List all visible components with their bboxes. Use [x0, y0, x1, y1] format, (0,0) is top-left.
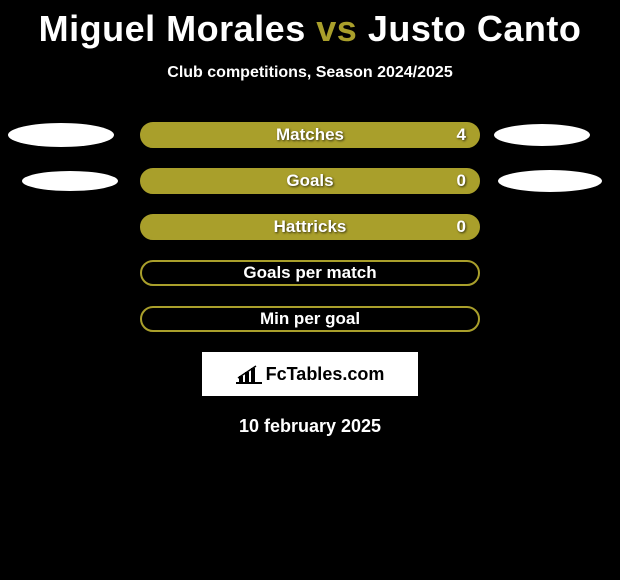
player1-name: Miguel Morales [39, 8, 306, 49]
right-ellipse [498, 170, 602, 192]
stat-label: Hattricks [142, 217, 478, 237]
left-ellipse [8, 123, 114, 147]
comparison-title: Miguel Morales vs Justo Canto [0, 0, 620, 50]
left-ellipse [22, 171, 118, 191]
bar-chart-icon [236, 364, 262, 384]
date-text: 10 february 2025 [0, 416, 620, 437]
logo-text: FcTables.com [266, 364, 385, 385]
player2-name: Justo Canto [368, 8, 582, 49]
stat-bar: Goals per match [140, 260, 480, 286]
subtitle-text: Club competitions, Season 2024/2025 [0, 64, 620, 82]
vs-connector: vs [316, 8, 357, 49]
right-ellipse [494, 124, 590, 146]
stat-row: Hattricks0 [0, 214, 620, 240]
stat-rows-container: Matches4Goals0Hattricks0Goals per matchM… [0, 122, 620, 332]
stat-label: Matches [142, 125, 478, 145]
stat-row: Goals per match [0, 260, 620, 286]
stat-bar: Hattricks0 [140, 214, 480, 240]
stat-row: Min per goal [0, 306, 620, 332]
stat-value: 0 [457, 171, 466, 191]
stat-bar: Matches4 [140, 122, 480, 148]
stat-row: Matches4 [0, 122, 620, 148]
stat-bar: Goals0 [140, 168, 480, 194]
stat-row: Goals0 [0, 168, 620, 194]
stat-value: 4 [457, 125, 466, 145]
stat-label: Goals per match [142, 263, 478, 283]
stat-label: Min per goal [142, 309, 478, 329]
fctables-logo: FcTables.com [202, 352, 418, 396]
stat-bar: Min per goal [140, 306, 480, 332]
stat-value: 0 [457, 217, 466, 237]
stat-label: Goals [142, 171, 478, 191]
